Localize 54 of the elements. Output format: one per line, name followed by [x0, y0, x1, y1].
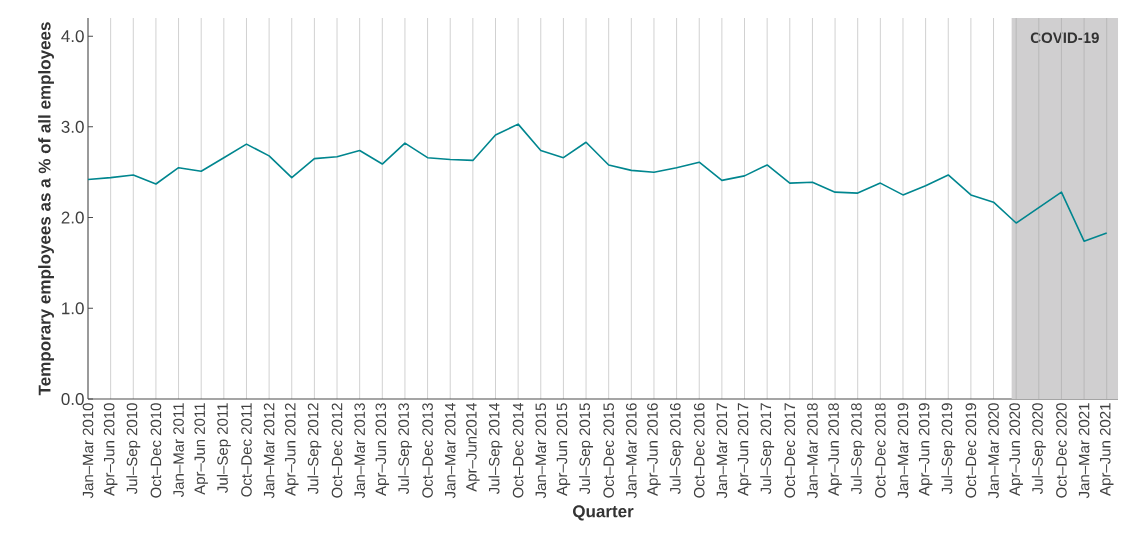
x-tick-label: Apr–Jun 2021 [1099, 403, 1114, 496]
x-tick-label: Apr–Jun 2012 [284, 403, 299, 496]
x-tick-label: Jul–Sep 2010 [126, 403, 141, 495]
y-tick-label: 0.0 [61, 392, 84, 406]
x-tick-label: Oct–Dec 2018 [875, 403, 886, 498]
x-tick-label: Jul–Sep 2019 [941, 403, 956, 495]
x-tick-label: Jan–Mar 2017 [716, 403, 728, 499]
x-tick-label: Oct–Dec 2011 [241, 403, 252, 497]
x-tick-label: Apr–Jun 2020 [1009, 403, 1023, 496]
x-tick-label: Jan–Mar 2010 [82, 403, 94, 499]
x-tick-label: Jul–Sep 2011 [216, 403, 231, 493]
x-tick-label: Jan–Mar 2018 [807, 403, 818, 499]
x-tick-label: Jan–Mar 2013 [354, 403, 365, 499]
band-label: COVID-19 [1030, 32, 1099, 44]
x-tick-label: Jan–Mar 2014 [444, 403, 456, 499]
y-axis-title: Temporary employees as a % of all employees [38, 22, 54, 396]
x-tick-label: Apr–Jun 2015 [556, 403, 571, 496]
x-tick-label: Jul–Sep 2015 [579, 403, 594, 495]
x-axis-title: Quarter [573, 505, 634, 521]
y-tick-label: 3.0 [61, 120, 84, 133]
x-tick-label: Oct–Dec 2010 [150, 403, 162, 498]
y-tick-label: 4.0 [61, 30, 84, 43]
x-tick-label: Apr–Jun 2011 [194, 403, 208, 495]
x-tick-label: Apr–Jun 2018 [828, 403, 842, 496]
x-tick-label: Jul–Sep 2016 [669, 403, 684, 495]
x-tick-label: Apr–Jun 2017 [737, 403, 752, 496]
y-tick-label: 2.0 [61, 211, 84, 224]
x-tick-label: Jul–Sep 2012 [307, 403, 322, 495]
x-tick-label: Jan–Mar 2015 [535, 403, 547, 499]
x-tick-label: Jul–Sep 2020 [1031, 403, 1046, 495]
x-tick-label: Jul–Sep 2013 [397, 403, 412, 495]
x-tick-label: Apr–Jun 2013 [375, 403, 390, 496]
x-tick-label: Jul–Sep 2014 [488, 403, 503, 495]
x-tick-label: Oct–Dec 2012 [331, 403, 343, 498]
x-tick-label: Jul–Sep 2017 [760, 403, 775, 495]
x-tick-label: Oct–Dec 2019 [965, 403, 977, 498]
x-tick-label: Jan–Mar 2019 [897, 403, 909, 499]
x-tick-label: Oct–Dec 2013 [422, 403, 433, 498]
x-tick-label: Apr–Jun 2016 [647, 403, 661, 496]
x-tick-label: Oct–Dec 2014 [512, 402, 524, 498]
x-tick-label: Jan–Mar 2016 [626, 403, 637, 499]
x-tick-label: Apr–Jun 2019 [918, 403, 933, 496]
x-tick-label: Oct–Dec 2015 [603, 403, 614, 498]
x-tick-label: Apr–Jun 2010 [103, 403, 118, 496]
x-tick-label: Jan–Mar 2021 [1078, 403, 1090, 499]
x-tick-label: Jan–Mar 2012 [263, 403, 275, 499]
x-tick-label: Oct–Dec 2016 [693, 403, 705, 498]
x-tick-label: Jan–Mar 2020 [988, 403, 999, 499]
x-tick-label: Oct–Dec 2017 [784, 403, 796, 498]
x-tick-label: Oct–Dec 2020 [1056, 403, 1067, 498]
x-tick-label: Apr–Jun2014 [466, 402, 480, 492]
x-tick-label: Jul–Sep 2018 [850, 403, 865, 495]
y-tick-label: 1.0 [62, 302, 84, 315]
x-tick-label: Jan–Mar 2011 [173, 403, 184, 498]
